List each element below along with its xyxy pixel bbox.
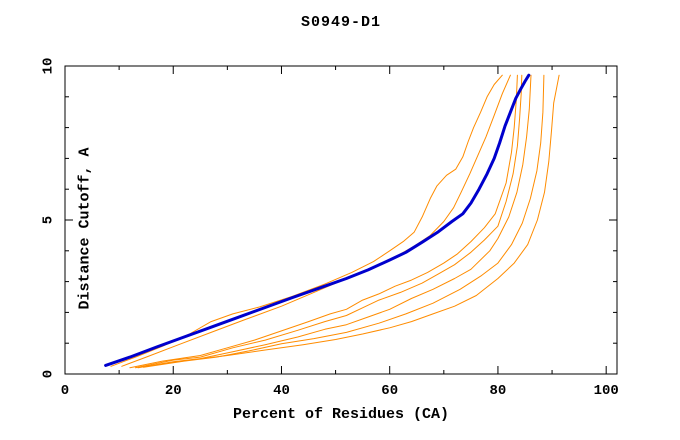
series-highlighted-model-blue (104, 73, 531, 367)
x-tick-label: 20 (165, 383, 182, 399)
x-tick-label: 60 (381, 383, 398, 399)
y-tick-label: 5 (41, 216, 57, 224)
x-tick-label: 100 (594, 383, 619, 399)
series-orange-model-1 (110, 74, 503, 367)
y-tick-label: 10 (41, 58, 57, 75)
x-axis-label: Percent of Residues (CA) (232, 406, 450, 423)
series-orange-model-7 (145, 74, 560, 367)
chart-title: S0949-D1 (300, 14, 381, 31)
y-axis-label: Distance Cutoff, A (76, 147, 94, 310)
series-orange-model-5 (137, 74, 532, 369)
x-tick-label: 0 (61, 383, 69, 399)
y-tick-label: 0 (41, 370, 57, 378)
series-orange-model-4 (134, 74, 523, 369)
series-orange-model-6 (143, 74, 545, 368)
series-orange-model-3 (129, 74, 518, 369)
x-tick-label: 80 (490, 383, 507, 399)
x-tick-label: 40 (273, 383, 290, 399)
axis-frame (64, 65, 618, 375)
